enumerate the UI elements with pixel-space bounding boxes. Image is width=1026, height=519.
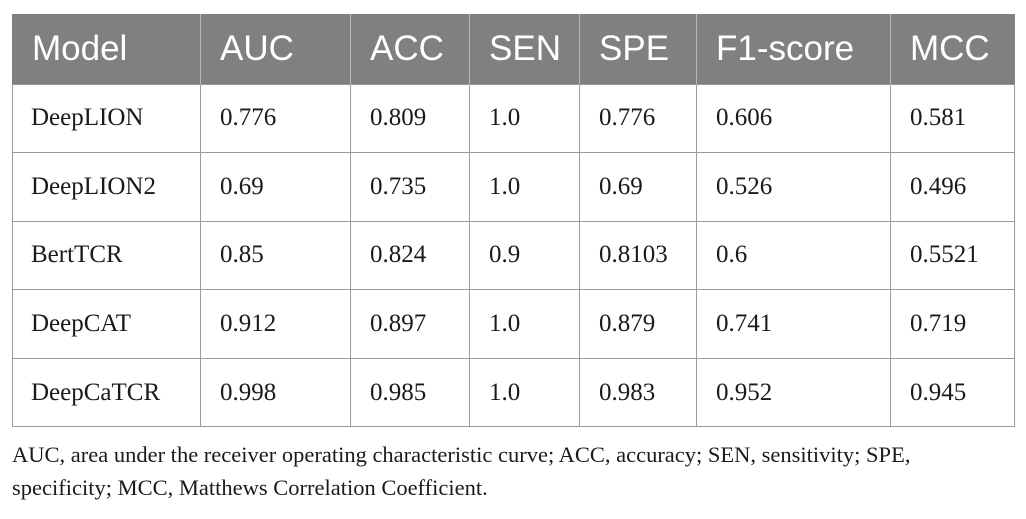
acc-cell: 0.985	[350, 357, 470, 428]
mcc-cell: 0.945	[890, 357, 1015, 428]
column-header-model: Model	[12, 14, 201, 84]
spe-cell: 0.879	[579, 289, 697, 359]
header-row: Model AUC ACC SEN SPE F1-score MCC	[12, 14, 1015, 84]
acc-cell: 0.809	[350, 83, 470, 154]
sen-cell: 1.0	[469, 83, 580, 154]
auc-cell: 0.85	[200, 220, 351, 291]
mcc-cell: 0.496	[890, 152, 1015, 222]
table-row: DeepLION2 0.69 0.735 1.0 0.69 0.526 0.49…	[12, 152, 1015, 222]
mcc-cell: 0.719	[890, 289, 1015, 359]
spe-cell: 0.776	[579, 83, 697, 154]
results-table-container: Model AUC ACC SEN SPE F1-score MCC DeepL…	[12, 14, 1015, 428]
sen-cell: 1.0	[469, 289, 580, 359]
column-header-acc: ACC	[350, 14, 470, 84]
table-footnote: AUC, area under the receiver operating c…	[12, 442, 911, 500]
auc-cell: 0.998	[200, 357, 351, 428]
mcc-cell: 0.581	[890, 83, 1015, 154]
model-name-cell: DeepLION	[12, 83, 201, 154]
auc-cell: 0.912	[200, 289, 351, 359]
table-row: BertTCR 0.85 0.824 0.9 0.8103 0.6 0.5521	[12, 220, 1015, 291]
acc-cell: 0.735	[350, 152, 470, 222]
spe-cell: 0.983	[579, 357, 697, 428]
model-name-cell: DeepCAT	[12, 289, 201, 359]
model-name-cell: DeepLION2	[12, 152, 201, 222]
sen-cell: 1.0	[469, 152, 580, 222]
column-header-sen: SEN	[469, 14, 580, 84]
column-header-spe: SPE	[579, 14, 697, 84]
f1-score-cell: 0.741	[696, 289, 891, 359]
table-row: DeepCaTCR 0.998 0.985 1.0 0.983 0.952 0.…	[12, 357, 1015, 428]
table-row: DeepCAT 0.912 0.897 1.0 0.879 0.741 0.71…	[12, 289, 1015, 359]
f1-score-cell: 0.6	[696, 220, 891, 291]
sen-cell: 1.0	[469, 357, 580, 428]
spe-cell: 0.8103	[579, 220, 697, 291]
column-header-auc: AUC	[200, 14, 351, 84]
model-name-cell: BertTCR	[12, 220, 201, 291]
auc-cell: 0.69	[200, 152, 351, 222]
auc-cell: 0.776	[200, 83, 351, 154]
sen-cell: 0.9	[469, 220, 580, 291]
mcc-cell: 0.5521	[890, 220, 1015, 291]
acc-cell: 0.897	[350, 289, 470, 359]
column-header-mcc: MCC	[890, 14, 1015, 84]
model-name-cell: DeepCaTCR	[12, 357, 201, 428]
f1-score-cell: 0.952	[696, 357, 891, 428]
acc-cell: 0.824	[350, 220, 470, 291]
column-header-f1-score: F1-score	[696, 14, 891, 84]
results-table: Model AUC ACC SEN SPE F1-score MCC DeepL…	[12, 14, 1015, 428]
f1-score-cell: 0.606	[696, 83, 891, 154]
table-row: DeepLION 0.776 0.809 1.0 0.776 0.606 0.5…	[12, 83, 1015, 154]
f1-score-cell: 0.526	[696, 152, 891, 222]
spe-cell: 0.69	[579, 152, 697, 222]
